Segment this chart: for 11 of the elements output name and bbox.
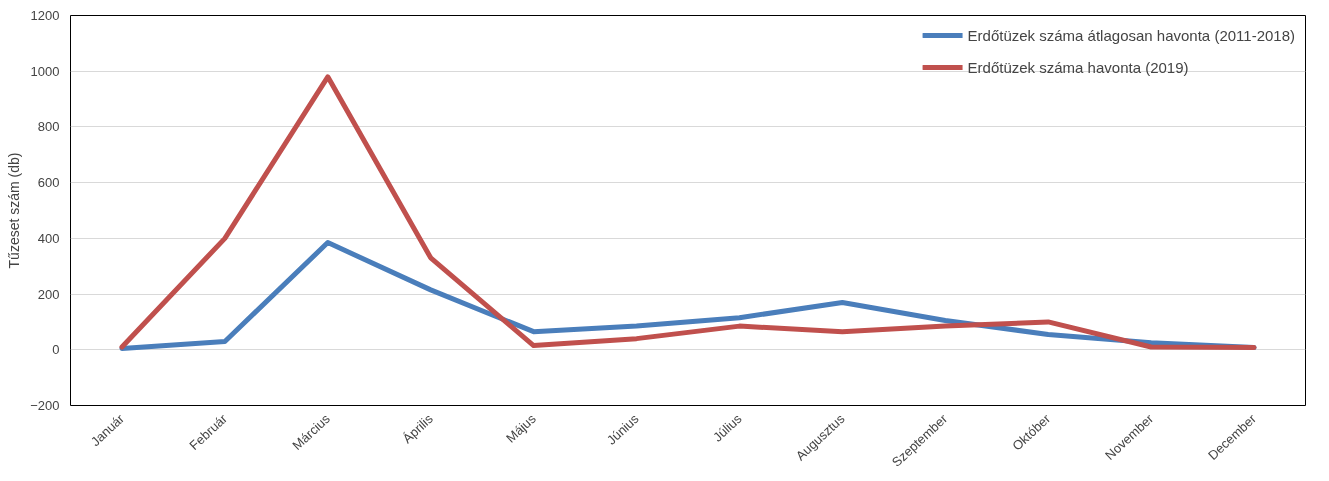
- y-tick-label: 800: [37, 119, 60, 135]
- y-tick-label: 600: [37, 175, 60, 191]
- legend-label: Erdőtüzek száma átlagosan havonta (2011-2018): [967, 26, 1295, 44]
- y-tick-label: 400: [37, 230, 60, 246]
- y-tick-label: −200: [30, 398, 60, 413]
- y-axis-title: Tűzeset szám (db): [6, 152, 23, 269]
- y-tick-label: 0: [52, 342, 60, 358]
- y-tick-label: 1000: [30, 63, 60, 79]
- y-tick-label: 200: [37, 286, 60, 302]
- y-tick-label: 1200: [30, 8, 60, 23]
- legend-label: Erdőtüzek száma havonta (2019): [967, 58, 1189, 76]
